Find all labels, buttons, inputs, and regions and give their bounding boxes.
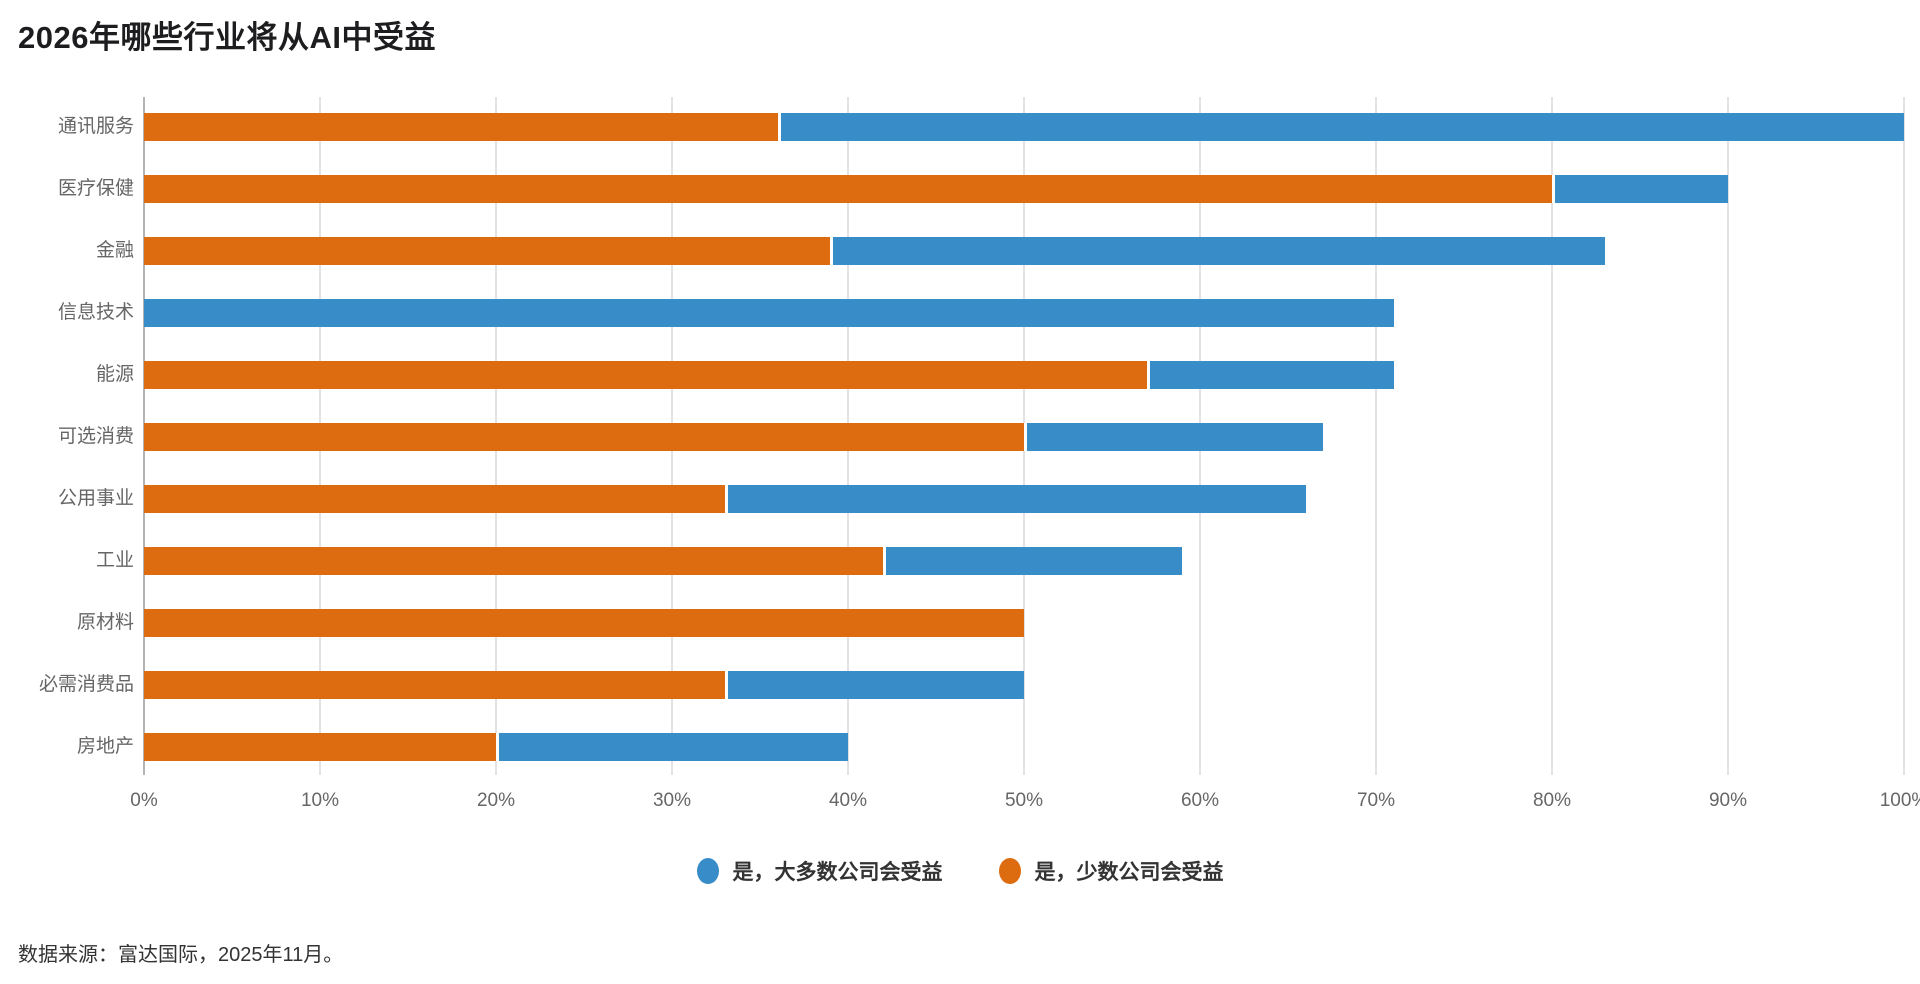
bar-segment-few-companies[interactable] [144, 609, 1024, 637]
category-label: 可选消费 [57, 426, 134, 447]
category-label: 能源 [95, 364, 134, 385]
bar-segment-few-companies[interactable] [144, 547, 884, 575]
gridline [1727, 97, 1729, 775]
x-tick-label: 50% [1004, 790, 1044, 811]
category-label: 房地产 [76, 736, 134, 757]
category-label: 通讯服务 [57, 116, 134, 137]
bar-segment-most-companies[interactable] [496, 733, 848, 761]
bar-segment-few-companies[interactable] [144, 733, 496, 761]
bar-segment-most-companies[interactable] [1552, 175, 1728, 203]
category-label: 必需消费品 [38, 674, 134, 695]
category-label: 金融 [95, 240, 134, 261]
x-tick-label: 40% [828, 790, 868, 811]
gridline [1375, 97, 1377, 775]
x-tick-label: 100% [1879, 790, 1920, 811]
plot-area [143, 97, 1905, 775]
category-label: 信息技术 [57, 302, 134, 323]
legend-marker-icon [998, 858, 1021, 884]
bar-segment-few-companies[interactable] [144, 113, 778, 141]
bar-segment-few-companies[interactable] [144, 361, 1148, 389]
gridline [1903, 97, 1905, 775]
bar-segment-most-companies[interactable] [144, 299, 1394, 327]
legend-label: 是，大多数公司会受益 [732, 861, 943, 884]
x-tick-label: 0% [130, 790, 158, 811]
bar-segment-few-companies[interactable] [144, 485, 725, 513]
bar-segment-few-companies[interactable] [144, 175, 1552, 203]
category-label: 工业 [95, 550, 134, 571]
bar-segment-most-companies[interactable] [724, 485, 1306, 513]
category-label: 公用事业 [57, 488, 134, 509]
legend-marker-icon [696, 858, 719, 884]
x-tick-label: 70% [1356, 790, 1396, 811]
x-tick-label: 80% [1532, 790, 1572, 811]
x-tick-label: 30% [652, 790, 692, 811]
legend-item[interactable]: 是，大多数公司会受益 [696, 856, 943, 886]
source-note: 数据来源：富达国际，2025年11月。 [18, 944, 344, 966]
x-tick-label: 60% [1180, 790, 1220, 811]
gridline [1551, 97, 1553, 775]
bar-segment-most-companies[interactable] [1024, 423, 1324, 451]
bar-segment-most-companies[interactable] [883, 547, 1183, 575]
bar-segment-most-companies[interactable] [830, 237, 1605, 265]
x-tick-label: 20% [476, 790, 516, 811]
bar-segment-few-companies[interactable] [144, 671, 725, 699]
bar-segment-few-companies[interactable] [144, 237, 831, 265]
bar-segment-most-companies[interactable] [777, 113, 1904, 141]
bar-segment-most-companies[interactable] [1147, 361, 1394, 389]
chart-title: 2026年哪些行业将从AI中受益 [18, 20, 436, 55]
legend-label: 是，少数公司会受益 [1034, 861, 1224, 884]
legend: 是，大多数公司会受益 是，少数公司会受益 [0, 856, 1920, 886]
category-label: 原材料 [76, 612, 134, 633]
bar-segment-few-companies[interactable] [144, 423, 1024, 451]
category-label: 医疗保健 [57, 178, 134, 199]
bar-segment-most-companies[interactable] [724, 671, 1024, 699]
x-tick-label: 90% [1708, 790, 1748, 811]
x-tick-label: 10% [300, 790, 340, 811]
legend-item[interactable]: 是，少数公司会受益 [998, 856, 1224, 886]
